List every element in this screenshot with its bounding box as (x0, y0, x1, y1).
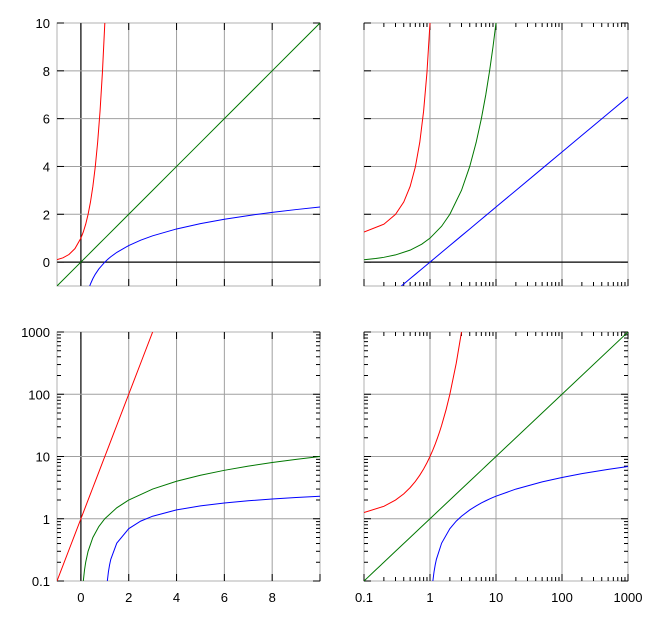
x-tick-label: 2 (125, 590, 132, 605)
y-tick-label: 2 (43, 207, 50, 222)
x-tick-label: 0.1 (355, 590, 373, 605)
series-line-1 (57, 332, 154, 581)
y-tick-label: 0.1 (32, 574, 50, 589)
x-tick-label: 1 (426, 590, 433, 605)
panel-1: 0 2 4 6 8 10 (36, 16, 321, 287)
series-line-3 (401, 96, 628, 286)
series-line-2 (364, 332, 628, 581)
x-tick-label: 6 (221, 590, 228, 605)
y-tick-label: 10 (36, 16, 50, 31)
series-line-1 (57, 23, 106, 261)
y-tick-label: 6 (43, 112, 50, 127)
plot-border (56, 22, 321, 287)
curves (364, 332, 628, 581)
curves (364, 23, 628, 286)
y-tick-label: 4 (43, 159, 50, 174)
curves (57, 23, 320, 286)
y-tick-label: 100 (28, 387, 50, 402)
x-tick-label: 1000 (614, 590, 643, 605)
series-line-3 (106, 495, 320, 581)
y-tick-label: 10 (36, 450, 50, 465)
y-tick-label: 1 (43, 512, 50, 527)
curves (57, 332, 320, 581)
x-tick-label: 0 (77, 590, 84, 605)
series-line-1 (364, 332, 462, 514)
y-tick-label: 8 (43, 64, 50, 79)
series-line-3 (432, 466, 628, 581)
x-tick-label: 100 (551, 590, 573, 605)
panel-2 (363, 22, 629, 287)
series-line-2 (82, 455, 320, 581)
y-tick-label: 1000 (21, 325, 50, 340)
series-line-1 (364, 23, 431, 233)
series-line-3 (89, 206, 320, 286)
panel-4: 0.1 1 10 100 1000 (355, 331, 643, 605)
panel-3: 0.1 1 10 100 1000 0 2 4 6 8 (21, 325, 321, 605)
x-tick-label: 10 (489, 590, 503, 605)
series-line-2 (57, 23, 320, 286)
x-tick-label: 4 (173, 590, 180, 605)
x-tick-label: 8 (269, 590, 276, 605)
y-tick-label: 0 (43, 255, 50, 270)
series-line-2 (364, 23, 497, 261)
